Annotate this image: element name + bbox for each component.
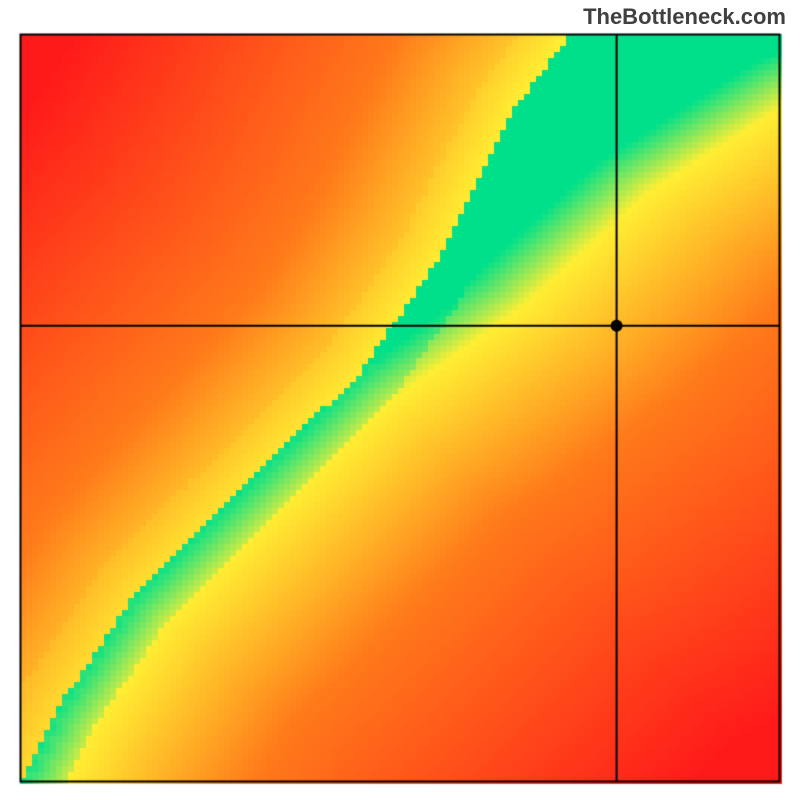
bottleneck-heatmap	[0, 0, 800, 800]
watermark-text: TheBottleneck.com	[583, 4, 786, 30]
chart-container: TheBottleneck.com	[0, 0, 800, 800]
